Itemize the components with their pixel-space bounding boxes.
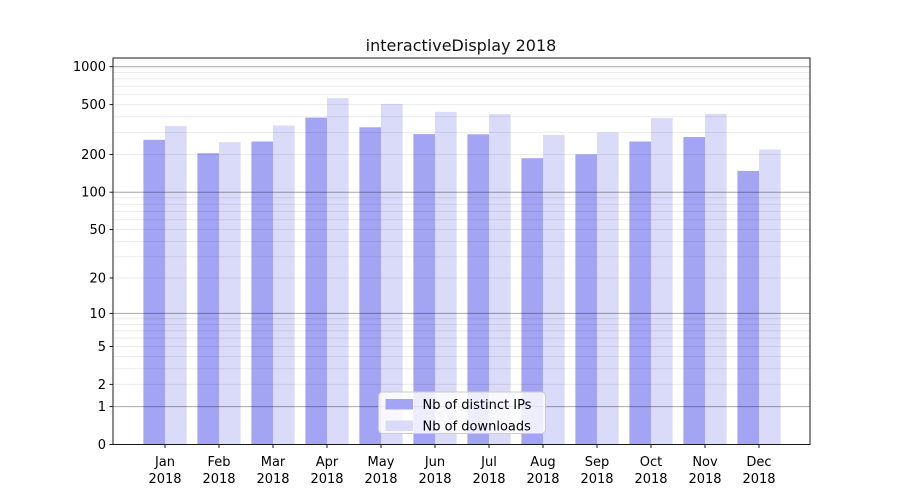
x-tick-label-month: Jul [480, 455, 497, 470]
x-tick-label-year: 2018 [310, 472, 343, 487]
x-tick-label-month: Nov [692, 455, 718, 470]
bar-nb-of-downloads-dec [759, 149, 781, 445]
bar-nb-of-distinct-ips-jan [143, 139, 165, 445]
y-tick-label: 20 [89, 272, 106, 287]
y-tick-label: 0 [98, 438, 106, 453]
y-tick-label: 500 [81, 98, 106, 113]
x-tick-label-month: Mar [261, 455, 286, 470]
x-tick-label-year: 2018 [148, 472, 181, 487]
x-tick-label-month: Apr [316, 455, 339, 470]
bar-nb-of-distinct-ips-apr [305, 117, 327, 445]
bar-nb-of-downloads-oct [651, 118, 673, 445]
x-tick-label-month: Jun [424, 455, 445, 470]
bar-nb-of-downloads-feb [219, 142, 241, 445]
x-tick-label-year: 2018 [418, 472, 451, 487]
bar-nb-of-distinct-ips-mar [251, 141, 273, 445]
bar-nb-of-downloads-jan [165, 125, 187, 445]
axes-layer [109, 57, 811, 448]
bar-nb-of-downloads-mar [273, 125, 295, 445]
x-tick-label-month: Feb [207, 455, 230, 470]
legend-label: Nb of distinct IPs [423, 398, 532, 413]
bar-nb-of-downloads-apr [327, 98, 349, 445]
bar-nb-of-downloads-may [381, 103, 403, 445]
bar-nb-of-distinct-ips-jun [413, 134, 435, 445]
x-tick-label-year: 2018 [580, 472, 613, 487]
x-tick-label-month: Aug [530, 455, 555, 470]
x-tick-label-month: Jan [154, 455, 175, 470]
plot-border [112, 57, 811, 445]
x-tick-label-month: Oct [640, 455, 662, 470]
x-tick-label-year: 2018 [526, 472, 559, 487]
legend-swatch-nb-of-downloads [385, 420, 413, 431]
x-tick-label-month: May [368, 455, 395, 470]
bar-nb-of-downloads-sep [597, 132, 619, 445]
bar-nb-of-distinct-ips-oct [629, 141, 651, 445]
bar-nb-of-distinct-ips-feb [197, 153, 219, 445]
x-tick-label-month: Dec [746, 455, 771, 470]
y-tick-label: 200 [81, 148, 106, 163]
bar-nb-of-downloads-jun [435, 111, 457, 445]
bar-nb-of-distinct-ips-aug [521, 158, 543, 445]
y-tick-label: 5 [98, 340, 106, 355]
bar-nb-of-distinct-ips-sep [575, 154, 597, 445]
x-tick-label-year: 2018 [202, 472, 235, 487]
y-tick-label: 50 [89, 223, 106, 238]
legend: Nb of distinct IPs Nb of downloads [378, 391, 546, 435]
x-tick-label-year: 2018 [742, 472, 775, 487]
bar-nb-of-distinct-ips-jul [467, 134, 489, 445]
y-tick-label: 100 [81, 186, 106, 201]
bars-layer [143, 98, 781, 445]
legend-swatch-nb-of-distinct-ips [385, 399, 413, 410]
legend-box [378, 391, 546, 434]
x-tick-label-month: Sep [585, 455, 610, 470]
bar-nb-of-downloads-nov [705, 113, 727, 445]
bar-nb-of-downloads-jul [489, 114, 511, 445]
legend-label: Nb of downloads [423, 420, 532, 435]
y-tick-label: 2 [98, 378, 106, 393]
bar-nb-of-distinct-ips-dec [737, 170, 759, 445]
bar-nb-of-downloads-aug [543, 134, 565, 445]
x-tick-label-year: 2018 [256, 472, 289, 487]
bar-nb-of-distinct-ips-nov [683, 137, 705, 445]
chart-title: interactiveDisplay 2018 [366, 36, 557, 55]
x-tick-label-year: 2018 [364, 472, 397, 487]
y-tick-label: 1 [98, 400, 106, 415]
bar-nb-of-distinct-ips-may [359, 127, 381, 445]
x-tick-label-year: 2018 [634, 472, 667, 487]
x-axis-labels: Jan 2018 Feb 2018 Mar 2018 Apr 2018 May 2018 Jun 20… [148, 455, 775, 487]
y-tick-label: 10 [89, 307, 106, 322]
x-tick-label-year: 2018 [688, 472, 721, 487]
x-tick-label-year: 2018 [472, 472, 505, 487]
y-tick-label: 1000 [73, 60, 106, 75]
gridlines-layer [113, 66, 810, 408]
